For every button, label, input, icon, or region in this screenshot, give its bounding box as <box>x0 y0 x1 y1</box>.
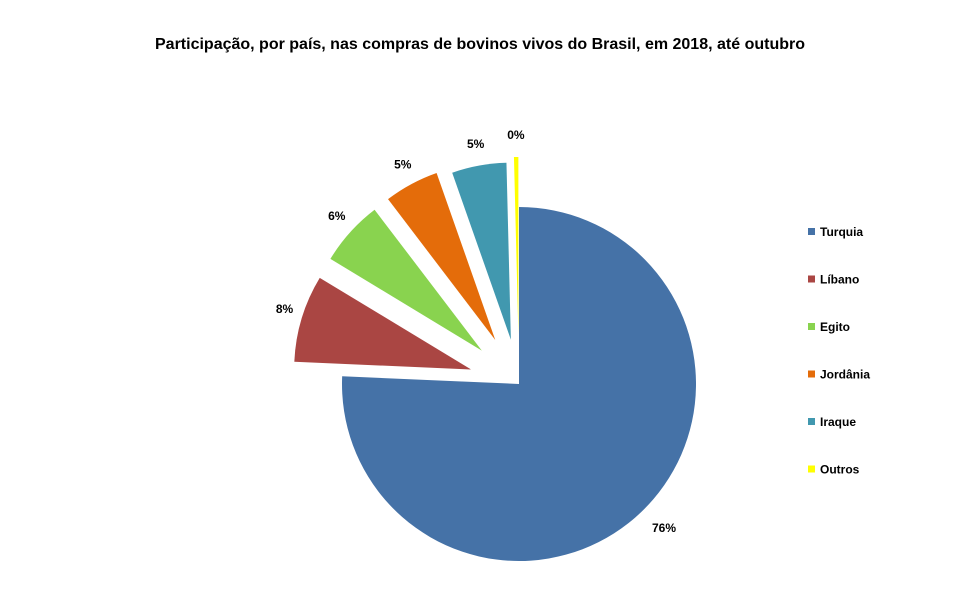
legend-label-jordânia: Jordânia <box>820 368 870 382</box>
legend-label-turquia: Turquia <box>820 225 863 239</box>
legend-swatch-jordânia <box>808 370 815 378</box>
legend-swatch-líbano <box>808 275 815 283</box>
legend-label-outros: Outros <box>820 463 860 477</box>
pie-slice-iraque <box>452 162 511 340</box>
pie-slice-jordânia <box>388 172 496 340</box>
legend-label-egito: Egito <box>820 320 850 334</box>
data-label-turquia: 76% <box>652 521 676 535</box>
pie-slice-turquia <box>341 207 696 561</box>
data-label-outros: 0% <box>507 128 525 142</box>
pie-slice-líbano <box>294 277 472 370</box>
legend: Turquia Líbano Egito Jordânia Iraque Outros <box>808 225 870 477</box>
data-label-iraque: 5% <box>467 137 485 151</box>
data-label-jordânia: 5% <box>394 157 412 171</box>
legend-swatch-iraque <box>808 418 815 425</box>
legend-label-líbano: Líbano <box>820 273 859 287</box>
pie-data-labels: 76% 8% 6% 5% 5% 0% <box>276 128 676 535</box>
legend-swatch-egito <box>808 323 815 330</box>
chart-title: Participação, por país, nas compras de b… <box>155 36 805 53</box>
pie-slice-egito <box>330 209 482 351</box>
legend-label-iraque: Iraque <box>820 415 856 429</box>
pie-slices <box>294 157 696 561</box>
data-label-egito: 6% <box>328 209 346 223</box>
legend-swatch-turquia <box>808 228 815 235</box>
legend-swatch-outros <box>808 465 815 473</box>
pie-slice-outros <box>513 157 519 335</box>
data-label-líbano: 8% <box>276 302 294 316</box>
